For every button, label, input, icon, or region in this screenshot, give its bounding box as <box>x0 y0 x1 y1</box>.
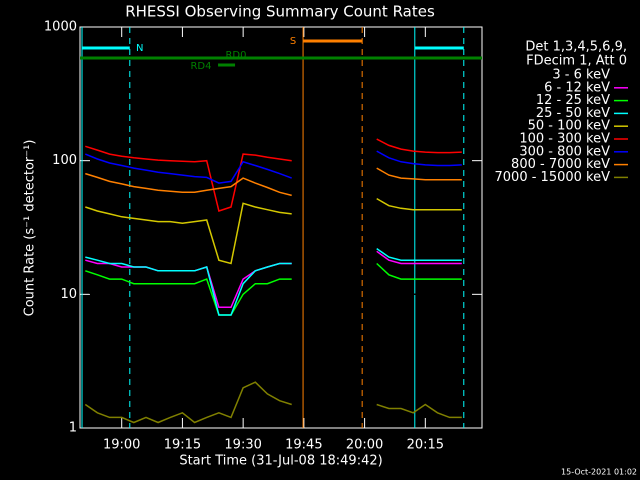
legend-label: 800 - 7000 keV <box>511 157 610 172</box>
series-line <box>85 197 462 265</box>
series-line <box>85 262 462 316</box>
x-tick-label: 19:45 <box>285 438 322 453</box>
legend-label: 12 - 25 keV <box>536 93 610 108</box>
legend-label: 50 - 100 keV <box>528 119 611 134</box>
legend-title: Det 1,3,4,5,6,9, <box>525 40 627 55</box>
y-tick-label: 1000 <box>44 20 77 35</box>
y-axis-label: Count Rate (s⁻¹ detector⁻¹) <box>23 140 38 317</box>
legend-title: FDecim 1, Att 0 <box>526 54 627 69</box>
series-line <box>85 247 462 316</box>
y-tick-label: 10 <box>60 287 77 302</box>
legend-label: 100 - 300 keV <box>519 132 610 147</box>
attenuator-label: RD0 <box>225 50 246 61</box>
y-tick-label: 100 <box>52 153 77 168</box>
legend-label: 7000 - 15000 keV <box>495 170 611 185</box>
series-line <box>85 138 462 212</box>
x-tick-label: 19:30 <box>224 438 261 453</box>
x-axis-label: Start Time (31-Jul-08 18:49:42) <box>179 454 382 469</box>
x-tick-label: 20:15 <box>407 438 444 453</box>
period-label: N <box>136 43 143 54</box>
legend-label: 300 - 800 keV <box>519 144 610 159</box>
footer: 15-Oct-2021 01:02 <box>561 468 637 477</box>
y-tick-label: 1 <box>69 421 77 436</box>
series-line <box>84 381 462 424</box>
attenuator-label: RD4 <box>190 61 211 72</box>
series-line <box>85 150 462 184</box>
legend-label: 3 - 6 keV <box>552 68 610 83</box>
period-label: S <box>290 36 296 47</box>
x-tick-label: 20:00 <box>346 438 383 453</box>
series-line <box>84 283 462 325</box>
series-line <box>85 167 462 197</box>
plot-frame <box>79 26 483 429</box>
x-tick-label: 19:00 <box>103 438 140 453</box>
x-tick-label: 19:15 <box>164 438 201 453</box>
legend-label: 25 - 50 keV <box>536 106 610 121</box>
legend-label: 6 - 12 keV <box>544 80 610 95</box>
chart-title: RHESSI Observing Summary Count Rates <box>125 3 435 21</box>
